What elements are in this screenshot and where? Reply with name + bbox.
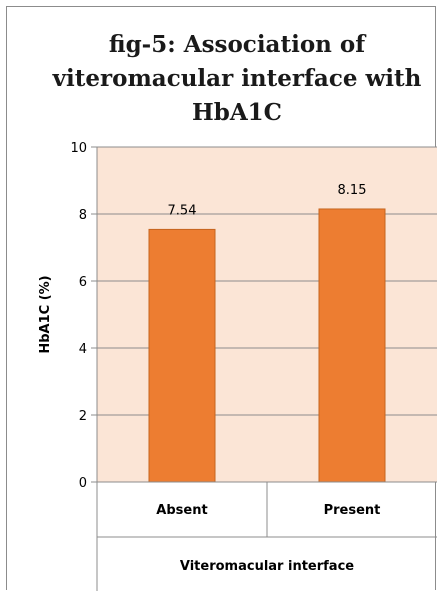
data-labels: 7.54 8.15 <box>168 183 367 218</box>
plot-area <box>97 147 437 482</box>
chart-title-line: HbA1C <box>192 99 282 126</box>
data-label: 7.54 <box>168 203 197 218</box>
y-tick-label: 2 <box>79 409 87 424</box>
x-tick-label: Absent <box>156 503 207 518</box>
y-tick-label: 8 <box>79 208 87 223</box>
bar-chart: fig-5: Association of viteromacular inter… <box>38 31 437 591</box>
bars <box>148 208 386 483</box>
x-axis-label: Viteromacular interface <box>180 559 354 574</box>
plot-background <box>97 147 437 482</box>
x-tick-label: Present <box>324 503 381 518</box>
chart-title-line: viteromacular interface with <box>52 65 422 92</box>
chart-frame: fig-5: Association of viteromacular inter… <box>6 6 437 591</box>
y-axis-label: HbA1C (%) <box>38 275 53 353</box>
bar-present <box>318 208 386 483</box>
chart-title: fig-5: Association of viteromacular inter… <box>52 31 422 126</box>
y-tick-label: 4 <box>79 342 87 357</box>
chart-title-line: fig-5: Association of <box>109 31 367 58</box>
data-label: 8.15 <box>338 183 367 198</box>
y-tick-label: 0 <box>79 476 87 491</box>
y-tick-label: 10 <box>70 141 87 156</box>
axes: 0 2 4 6 8 10 Absent Present Viteromacular interf… <box>38 141 437 591</box>
y-tick-label: 6 <box>79 275 87 290</box>
bar-absent <box>148 228 216 483</box>
